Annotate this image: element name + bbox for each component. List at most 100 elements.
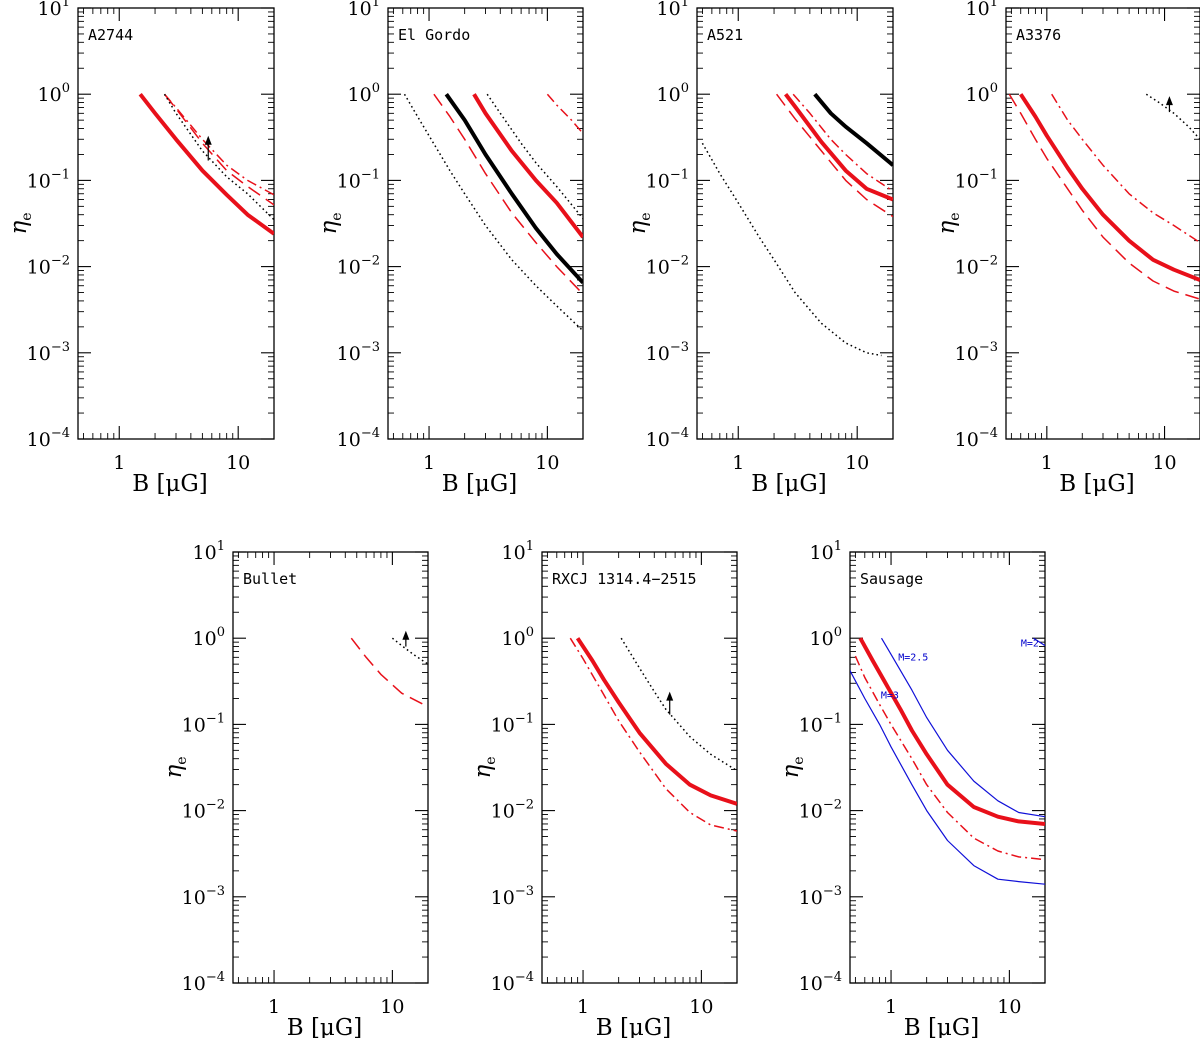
- y-tick-label: 10−1: [491, 711, 534, 736]
- x-tick-label: 1: [423, 452, 435, 474]
- x-axis-title: B [μG]: [442, 471, 517, 497]
- x-axis-title: B [μG]: [287, 1015, 362, 1038]
- x-tick-label: 1: [268, 996, 280, 1018]
- series-line-dotted-black-right: [486, 93, 583, 220]
- plot-frame: [696, 7, 894, 440]
- chart-panel-1: 101 100 10−1 10−2 10−3 10−4 1 10 B [μG] ηe El Gord…: [316, 0, 584, 497]
- series-line-dotted-black: [391, 637, 428, 665]
- x-axis-title: B [μG]: [751, 471, 826, 497]
- y-tick-label: 101: [38, 0, 70, 20]
- y-tick-label: 101: [348, 0, 380, 20]
- series-line-dashed-red-left: [433, 93, 583, 295]
- series-line-solid-black-thick: [813, 92, 893, 167]
- x-axis-title: B [μG]: [1059, 471, 1134, 497]
- x-tick-label: 10: [689, 996, 713, 1018]
- series-line-blue-M2: [1033, 637, 1045, 647]
- plot-frame: [541, 551, 738, 984]
- y-axis-title: ηe: [778, 756, 807, 778]
- y-tick-label: 101: [502, 539, 534, 564]
- y-axis-title: ηe: [316, 212, 345, 234]
- y-tick-label: 10−3: [27, 340, 70, 365]
- series-line-solid-red-thick: [138, 92, 274, 236]
- y-axis-title: ηe: [934, 212, 963, 234]
- y-tick-label: 10−1: [646, 167, 689, 192]
- arrow-head: [204, 135, 212, 145]
- plot-frame: [1005, 7, 1200, 440]
- panel-title: RXCJ 1314.4−2515: [552, 570, 697, 588]
- arrow-head: [666, 691, 674, 701]
- series-line-dashdot-red-right: [546, 93, 583, 134]
- y-tick-label: 10−2: [491, 798, 534, 823]
- x-axis-title: B [μG]: [904, 1015, 979, 1038]
- y-tick-label: 101: [193, 539, 225, 564]
- y-tick-label: 100: [810, 625, 842, 650]
- x-tick-label: 1: [885, 996, 897, 1018]
- series-line-solid-red-thick: [784, 92, 893, 202]
- x-tick-label: 1: [113, 452, 125, 474]
- y-axis-title: ηe: [161, 756, 190, 778]
- panel-title: Sausage: [860, 570, 923, 588]
- y-tick-label: 10−3: [799, 884, 842, 909]
- y-axis-title: ηe: [470, 756, 499, 778]
- y-tick-label: 101: [657, 0, 689, 20]
- y-tick-label: 10−4: [182, 970, 225, 995]
- chart-panel-3: 101 100 10−1 10−2 10−3 10−4 1 10 B [μG] ηe A3376: [934, 0, 1200, 497]
- y-tick-label: 10−1: [182, 711, 225, 736]
- series-line-dotted-black-left: [403, 93, 583, 332]
- y-tick-label: 101: [966, 0, 998, 20]
- arrow-head: [402, 630, 410, 640]
- chart-panel-2: 101 100 10−1 10−2 10−3 10−4 1 10 B [μG] ηe A521: [625, 0, 894, 497]
- series-line-blue-M3: [850, 670, 1045, 885]
- chart-panel-6: 101 100 10−1 10−2 10−3 10−4 1 10 B [μG] ηe Sausage…: [778, 539, 1046, 1041]
- y-tick-label: 101: [810, 539, 842, 564]
- panel-title: A3376: [1016, 26, 1061, 44]
- series-line-dashed-red: [163, 93, 274, 206]
- y-tick-label: 100: [348, 81, 380, 106]
- series-line-blue-M2.5: [880, 637, 1045, 818]
- y-tick-label: 10−4: [799, 970, 842, 995]
- y-tick-label: 10−2: [182, 798, 225, 823]
- y-tick-label: 10−4: [337, 426, 380, 451]
- y-tick-label: 10−3: [182, 884, 225, 909]
- y-tick-label: 10−1: [799, 711, 842, 736]
- series-line-dotted-black: [701, 142, 882, 357]
- y-tick-label: 10−3: [491, 884, 534, 909]
- y-tick-label: 10−1: [27, 167, 70, 192]
- y-tick-label: 10−4: [646, 426, 689, 451]
- plot-frame: [232, 551, 429, 984]
- plot-frame: [849, 551, 1046, 984]
- x-tick-label: 1: [577, 996, 589, 1018]
- y-tick-label: 10−2: [337, 254, 380, 279]
- series-line-solid-red-thick: [575, 637, 737, 806]
- y-tick-label: 10−4: [27, 426, 70, 451]
- y-tick-label: 10−2: [646, 254, 689, 279]
- series-line-dashdot-red: [854, 655, 1045, 861]
- series-line-solid-red-thick: [472, 93, 583, 239]
- mach-label: M=2.5: [898, 653, 928, 664]
- series-line-dashed-red: [776, 93, 893, 218]
- series-line-dashdot-red: [792, 93, 893, 192]
- y-tick-label: 100: [966, 81, 998, 106]
- x-tick-label: 10: [380, 996, 404, 1018]
- series-line-solid-black-thick: [444, 93, 583, 285]
- plot-frame: [77, 7, 275, 440]
- y-tick-label: 10−3: [646, 340, 689, 365]
- y-tick-label: 10−3: [955, 340, 998, 365]
- arrow-head: [1165, 96, 1173, 106]
- series-line-dotted-black: [1145, 93, 1200, 140]
- y-tick-label: 10−2: [955, 254, 998, 279]
- series-line-solid-red-thick: [858, 637, 1045, 826]
- y-tick-label: 10−4: [955, 426, 998, 451]
- y-axis-title: ηe: [6, 212, 35, 234]
- x-tick-label: 10: [226, 452, 250, 474]
- x-axis-title: B [μG]: [132, 471, 207, 497]
- y-tick-label: 10−1: [955, 167, 998, 192]
- y-tick-label: 100: [502, 625, 534, 650]
- series-line-dashdot-red: [569, 637, 737, 832]
- series-line-dashdot-red: [1051, 93, 1200, 244]
- panel-title: A521: [707, 26, 743, 44]
- panel-title: Bullet: [243, 570, 297, 588]
- series-line-dashed-red: [1008, 93, 1200, 300]
